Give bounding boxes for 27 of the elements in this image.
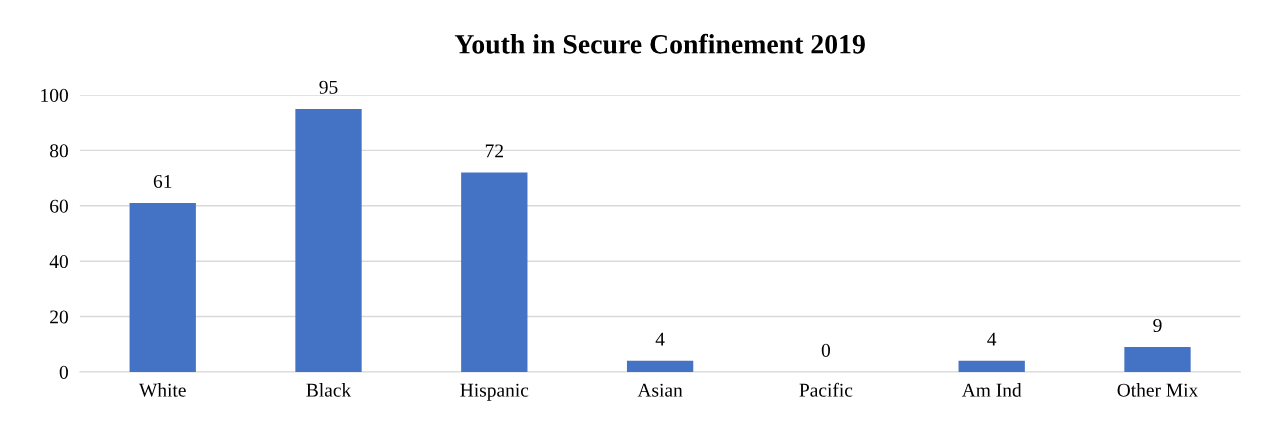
bar <box>626 360 694 372</box>
data-label: 0 <box>821 343 831 357</box>
y-tick-label: 60 <box>50 199 68 213</box>
data-label: 4 <box>655 332 665 346</box>
data-label: 9 <box>1153 318 1162 332</box>
x-tick-label: Asian <box>637 383 683 397</box>
x-tick-label: Other Mix <box>1117 383 1199 397</box>
bar <box>1124 347 1191 372</box>
chart-title: Youth in Secure Confinement 2019 <box>454 33 865 54</box>
bar <box>461 172 528 372</box>
data-label: 72 <box>485 144 503 158</box>
x-tick-label: Am Ind <box>961 383 1022 397</box>
y-tick-label: 40 <box>49 255 68 269</box>
x-tick-label: Hispanic <box>460 383 529 401</box>
bar <box>958 360 1025 372</box>
data-label: 61 <box>153 174 172 188</box>
data-label: 4 <box>987 332 997 346</box>
y-tick-label: 0 <box>59 365 68 379</box>
x-tick-label: White <box>138 383 186 397</box>
y-tick-label: 80 <box>50 144 68 158</box>
y-tick-label: 100 <box>41 88 68 102</box>
bar <box>129 203 196 372</box>
y-tick-label: 20 <box>50 310 68 324</box>
x-tick-label: Pacific <box>799 382 853 397</box>
bar <box>295 108 362 372</box>
x-tick-label: Black <box>306 383 352 397</box>
data-label: 95 <box>319 80 338 94</box>
